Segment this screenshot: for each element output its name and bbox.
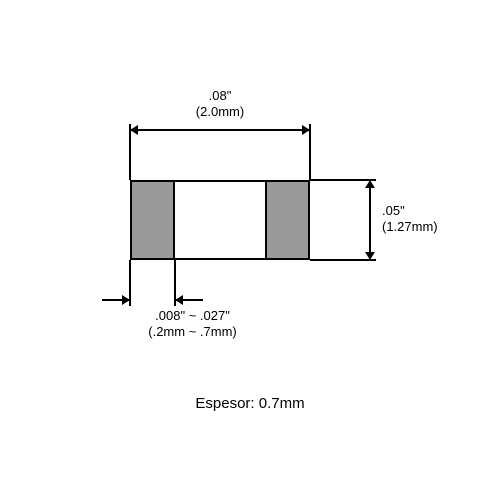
dimension-line [369,180,371,260]
dim-metric: (.2mm ~ .7mm) [113,324,273,340]
caption-value: 0.7mm [259,395,305,412]
arrowhead [302,125,310,135]
thickness-caption: Espesor: 0.7mm [0,395,500,412]
arrowhead [365,180,375,188]
dimension-height: .05"(1.27mm) [382,203,500,235]
dim-imperial: .05" [382,203,500,219]
dim-metric: (2.0mm) [140,104,300,120]
component-cap-left [130,180,175,260]
arrowhead [122,295,130,305]
caption-label: Espesor: [195,395,258,412]
diagram-stage: .08"(2.0mm) .05"(1.27mm) .008" ~ .027"(.2m… [0,0,500,500]
dim-imperial: .008" ~ .027" [113,308,273,324]
arrowhead [365,252,375,260]
arrowhead [130,125,138,135]
arrowhead [175,295,183,305]
component-cap-right [265,180,310,260]
dimension-width: .08"(2.0mm) [140,88,300,120]
dim-imperial: .08" [140,88,300,104]
dimension-cap: .008" ~ .027"(.2mm ~ .7mm) [113,308,273,340]
dimension-line [130,129,310,131]
dim-metric: (1.27mm) [382,219,500,235]
